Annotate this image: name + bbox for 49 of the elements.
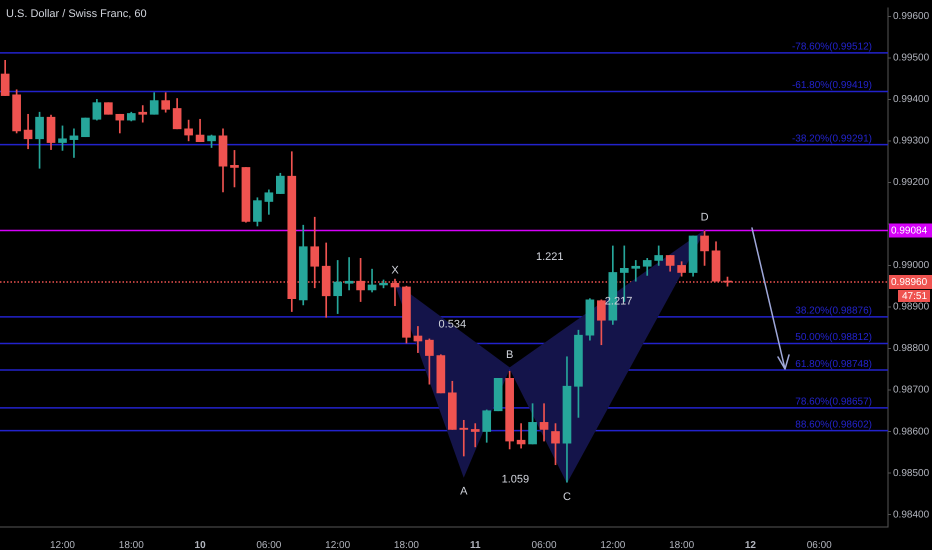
annotation: A [460,485,468,498]
chart-title: U.S. Dollar / Swiss Franc, 60 [6,8,147,20]
y-tick-label: 0.98800 [893,343,930,354]
x-tick-label: 06:00 [256,540,282,550]
ref-line-label: -78.60%(0.99512) [792,42,872,53]
y-tick-label: 0.99200 [893,177,930,188]
ref-line-label: -61.80%(0.99419) [792,80,872,92]
y-tick-label: 0.98400 [893,509,930,520]
y-tick-label: 0.99300 [893,136,930,147]
ref-line-label: 38.20%(0.98876) [795,306,872,317]
ref-line-label: 0.98960 [891,276,928,288]
x-tick-label: 18:00 [118,540,144,550]
x-tick-label: 18:00 [669,540,695,550]
ref-line-label: 78.60%(0.98657) [795,396,872,408]
annotation: X [391,264,400,276]
y-tick-label: 0.98600 [893,426,930,438]
annotation: C [562,491,571,504]
ref-line-label: 61.80%(0.98748) [795,358,872,370]
candlestick [70,128,78,158]
ref-line-label: 50.00%(0.98812) [795,332,872,344]
x-tick-label: 06:00 [532,540,557,550]
y-tick-label: 0.99500 [893,52,930,64]
candlestick [540,403,548,442]
x-tick-label: 10 [194,540,206,550]
annotation: 1.059 [502,473,530,486]
y-tick-label: 0.98900 [893,302,930,313]
x-tick-label: 12 [744,540,756,550]
y-tick-label: 0.99400 [893,94,930,106]
y-tick-label: 0.98700 [893,384,930,396]
annotation: D [700,212,709,224]
annotation: 0.534 [438,318,466,330]
annotation: 1.221 [536,250,564,263]
x-tick-label: 12:00 [325,540,351,550]
x-tick-label: 12:00 [600,540,626,550]
text: 47:51 [902,290,928,302]
x-tick-label: 06:00 [806,540,832,550]
x-tick-label: 11 [470,540,481,550]
candlestick [230,150,239,188]
ref-line-label: -38.20%(0.99291) [792,133,872,144]
ref-line-label: 88.60%(0.98602) [795,419,872,430]
y-tick-label: 0.99600 [893,11,930,22]
ref-line-label: 0.99084 [891,225,928,236]
x-tick-label: 12:00 [50,540,76,550]
annotation: B [506,349,514,362]
y-tick-label: 0.98500 [893,468,930,479]
candlestick [368,268,376,292]
x-tick-label: 18:00 [394,540,420,550]
candlestick [58,126,67,151]
y-tick-label: 0.99000 [893,260,930,272]
